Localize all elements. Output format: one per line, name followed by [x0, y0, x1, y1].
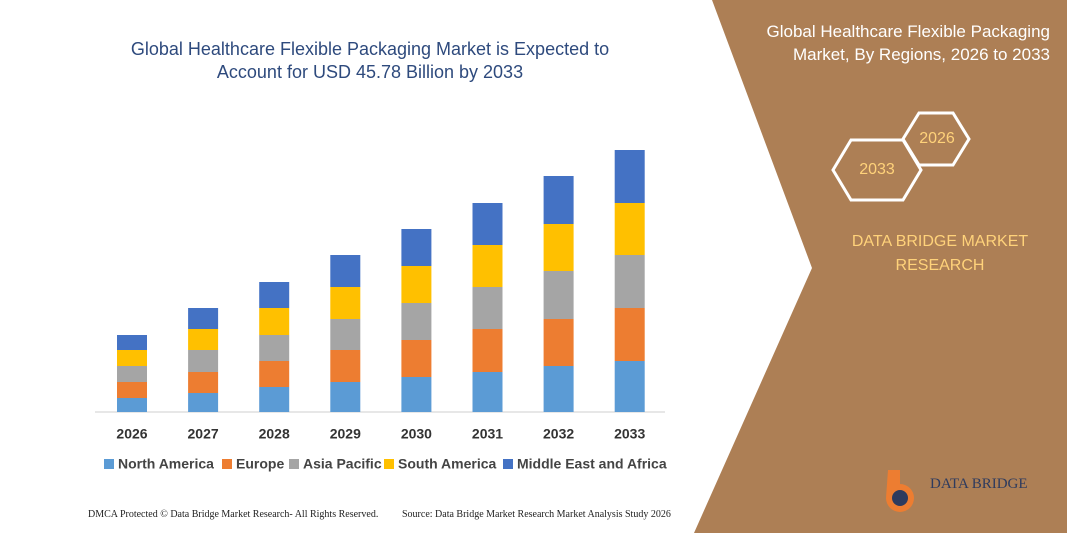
bar-segment	[330, 382, 361, 412]
bar-segment	[614, 308, 645, 361]
x-tick-label: 2028	[259, 426, 290, 442]
hexagon	[831, 138, 923, 202]
bar-segment	[188, 329, 219, 350]
bar-segment	[188, 393, 219, 412]
logo-text: DATA BRIDGE	[930, 476, 1028, 492]
bar-segment	[330, 287, 361, 319]
bar-segment	[614, 203, 645, 255]
bar-segment	[543, 224, 574, 271]
hex-label: 2033	[859, 161, 895, 178]
bar-segment	[117, 382, 147, 398]
bar-segment	[259, 335, 290, 361]
hex-label: 2026	[919, 130, 955, 147]
bar-segment	[117, 366, 147, 382]
bar-segment	[259, 361, 290, 387]
bar-segment	[543, 319, 574, 366]
x-tick-label: 2027	[188, 426, 219, 442]
bar-segment	[614, 361, 645, 412]
bar-segment	[543, 366, 574, 412]
x-tick-label: 2029	[330, 426, 361, 442]
bar-segment	[472, 329, 503, 372]
bar-segment	[472, 245, 503, 287]
logo-icon	[892, 490, 908, 506]
bar-segment	[401, 266, 432, 303]
footer-right: Source: Data Bridge Market Research Mark…	[402, 509, 671, 520]
bar-segment	[117, 350, 147, 366]
x-tick-label: 2031	[472, 426, 503, 442]
bar-segment	[259, 387, 290, 412]
bar-segment	[543, 271, 574, 319]
bar-segment	[401, 377, 432, 412]
chart-title: Global Healthcare Flexible Packaging Mar…	[130, 39, 610, 82]
bar-segment	[330, 350, 361, 382]
x-tick-label: 2030	[401, 426, 432, 442]
bar-segment	[472, 203, 503, 245]
brand-text: DATA BRIDGE MARKET RESEARCH	[851, 233, 1029, 274]
legend-label: Europe	[236, 456, 284, 472]
legend-label: Middle East and Africa	[517, 456, 667, 472]
bar-segment	[472, 287, 503, 329]
bar-segment	[259, 308, 290, 335]
legend-label: Asia Pacific	[303, 456, 382, 472]
bar-segment	[117, 335, 147, 350]
x-tick-label: 2033	[614, 426, 645, 442]
legend-swatch	[289, 459, 299, 469]
bar-segment	[188, 372, 219, 393]
bar-segment	[401, 340, 432, 377]
legend-swatch	[503, 459, 513, 469]
side-panel	[694, 0, 1067, 533]
bar-segment	[330, 319, 361, 350]
bar-segment	[330, 255, 361, 287]
panel-title: Global Healthcare Flexible Packaging Mar…	[766, 22, 1051, 64]
bar-segment	[401, 229, 432, 266]
x-tick-label: 2032	[543, 426, 574, 442]
bar-segment	[188, 308, 219, 329]
legend-swatch	[222, 459, 232, 469]
footer-left: DMCA Protected © Data Bridge Market Rese…	[88, 509, 379, 520]
legend-label: South America	[398, 456, 496, 472]
legend-swatch	[104, 459, 114, 469]
bar-segment	[117, 398, 147, 412]
bar-segment	[259, 282, 290, 308]
legend-label: North America	[118, 456, 214, 472]
bar-segment	[543, 176, 574, 224]
bar-segment	[472, 372, 503, 412]
x-tick-label: 2026	[116, 426, 147, 442]
bar-segment	[188, 350, 219, 372]
bar-segment	[401, 303, 432, 340]
bar-segment	[614, 255, 645, 308]
bar-segment	[614, 150, 645, 203]
legend-swatch	[384, 459, 394, 469]
